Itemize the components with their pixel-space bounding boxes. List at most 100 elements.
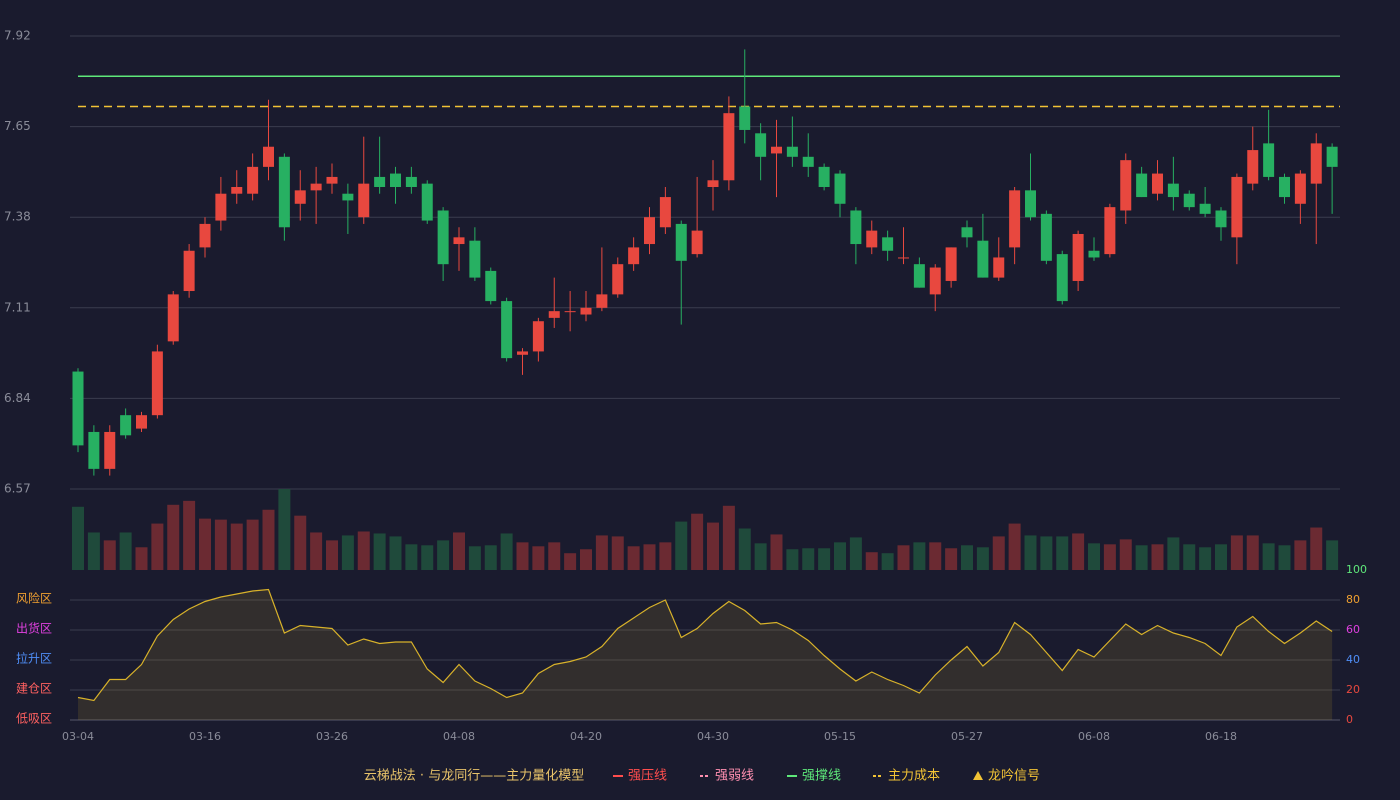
volume-bar (548, 542, 561, 570)
volume-bar (1040, 536, 1053, 570)
candle-body (1294, 173, 1306, 204)
volume-bar (262, 509, 275, 570)
volume-bar (1103, 544, 1116, 570)
candle-body (850, 210, 862, 245)
volume-bar (707, 522, 719, 570)
volume-bar (913, 542, 926, 570)
candle-body (818, 166, 830, 187)
candle-body (1136, 173, 1148, 198)
candle-body (898, 257, 909, 259)
candle-body (1009, 190, 1021, 248)
volume-bar (183, 500, 196, 570)
candle-body (1183, 193, 1195, 208)
volume-bar (992, 536, 1005, 570)
volume-bar (1151, 544, 1164, 570)
volume-bar (611, 536, 624, 570)
candle-body (215, 193, 227, 221)
candle-body (977, 240, 989, 278)
volume-bar (294, 515, 307, 570)
zone-label: 建仓区 (16, 682, 52, 696)
x-tick-label: 04-08 (443, 730, 475, 743)
volume-bar (373, 533, 386, 570)
x-tick-label: 06-18 (1205, 730, 1237, 743)
x-tick-label: 03-26 (316, 730, 348, 743)
candle-body (929, 267, 941, 295)
y-tick-label: 6.84 (4, 391, 31, 405)
legend-label: 强弱线 (715, 769, 754, 784)
volume-bar (659, 542, 672, 570)
volume-bar (881, 553, 894, 570)
candle-body (771, 146, 782, 154)
candle-body (659, 197, 671, 228)
volume-bar (945, 548, 958, 570)
y-tick-label: 6.57 (4, 482, 31, 496)
volume-bar (627, 546, 640, 570)
volume-bar (834, 542, 846, 570)
volume-bar (357, 531, 370, 570)
candle-body (485, 270, 497, 302)
candle-body (834, 173, 846, 204)
volume-bar (453, 532, 465, 570)
volume-bar (87, 532, 100, 570)
legend-label: 主力成本 (888, 769, 940, 784)
candle-body (294, 190, 306, 204)
candle-body (945, 247, 957, 281)
volume-bar (770, 534, 783, 570)
candle-body (120, 415, 132, 436)
volume-bar (929, 542, 942, 570)
legend-marker (973, 771, 983, 780)
y-tick-label: 7.65 (4, 119, 31, 133)
zone-label: 低吸区 (16, 712, 52, 726)
candle-body (628, 247, 640, 265)
candle-body (1056, 254, 1068, 302)
y-tick-label: 7.11 (4, 300, 31, 314)
volume-bar (1072, 533, 1085, 570)
y-tick-label: 7.92 (4, 29, 31, 43)
volume-bar (976, 547, 989, 570)
candle-body (1215, 210, 1227, 228)
volume-bar (167, 504, 180, 570)
volume-bar (961, 545, 973, 570)
x-tick-label: 05-15 (824, 730, 856, 743)
candle-body (1104, 207, 1116, 255)
volume-bar (580, 549, 592, 570)
candle-body (278, 156, 290, 228)
volume-bar (230, 523, 243, 570)
candle-body (993, 257, 1005, 278)
candle-body (136, 415, 147, 429)
volume-bar (1215, 544, 1227, 570)
volume-bar (341, 535, 354, 570)
candle-body (151, 351, 163, 416)
candle-body (167, 294, 179, 342)
volume-bar (722, 505, 735, 570)
volume-bar (468, 546, 481, 570)
candle-body (1120, 160, 1132, 211)
oscillator-area (78, 589, 1333, 720)
oscillator-line (77, 588, 1333, 702)
volume-bar (818, 548, 831, 570)
candle-body (517, 351, 528, 355)
candle-body (1025, 190, 1036, 218)
volume-bar (72, 506, 84, 570)
volume-bar (1199, 547, 1212, 570)
candle-body (199, 223, 211, 248)
zone-label: 出货区 (16, 621, 52, 636)
candle-body (1040, 213, 1052, 261)
candle-body (786, 146, 798, 157)
candle-body (548, 311, 560, 318)
volume-bar (1135, 545, 1148, 570)
candle-body (390, 173, 401, 187)
candle-body (707, 180, 719, 187)
candle-body (564, 311, 576, 313)
volume-bar (1024, 535, 1037, 570)
candle-body (1279, 176, 1290, 198)
candle-body (1072, 233, 1084, 281)
volume-bar (500, 533, 513, 570)
candle-body (437, 210, 449, 265)
volume-bar (1008, 523, 1021, 570)
volume-bar (151, 523, 164, 570)
candle-body (691, 230, 703, 255)
volume-bar (1088, 543, 1100, 570)
